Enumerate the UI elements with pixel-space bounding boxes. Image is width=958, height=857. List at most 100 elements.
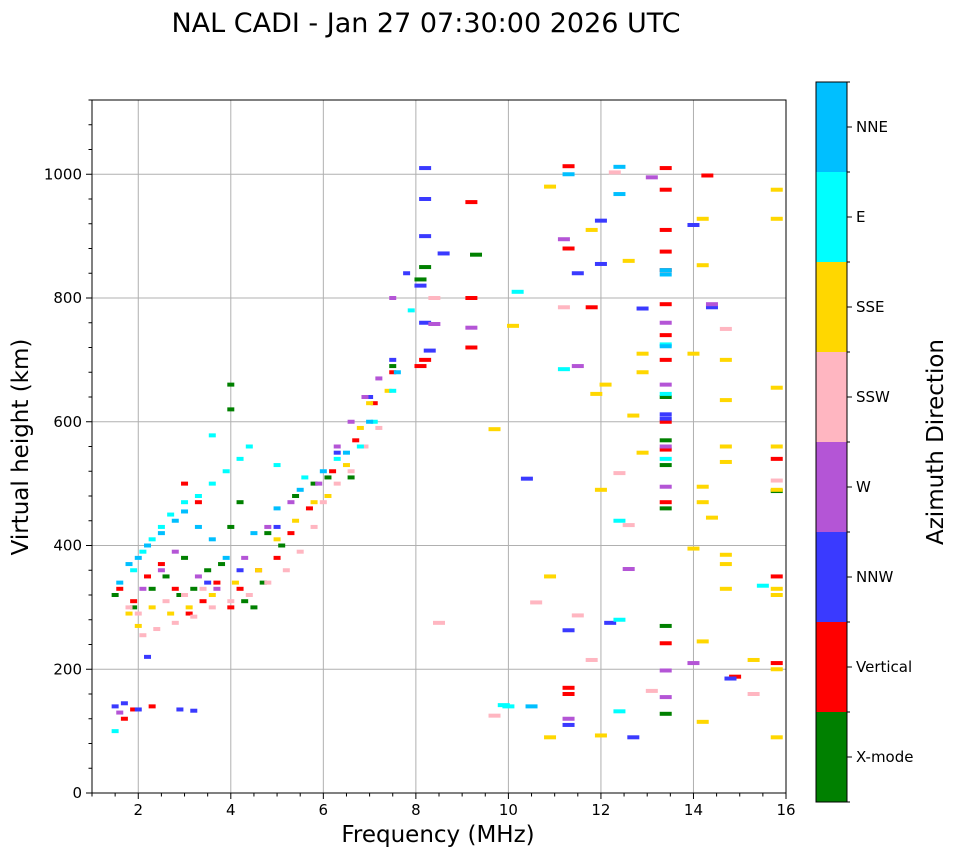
- data-point: [116, 710, 124, 715]
- data-point: [333, 456, 341, 461]
- data-point: [389, 357, 397, 362]
- data-point: [329, 469, 337, 474]
- data-point: [659, 272, 672, 277]
- data-point: [181, 555, 189, 560]
- data-point: [488, 713, 501, 718]
- data-point: [347, 469, 355, 474]
- data-point: [134, 623, 142, 628]
- data-point: [645, 688, 658, 693]
- data-point: [264, 524, 272, 529]
- data-point: [342, 450, 350, 455]
- data-point: [687, 351, 700, 356]
- data-point: [770, 444, 783, 449]
- data-point: [167, 611, 175, 616]
- data-point: [222, 555, 230, 560]
- data-point: [208, 605, 216, 610]
- data-point: [622, 523, 635, 528]
- data-point: [273, 506, 281, 511]
- x-tick-label: 2: [133, 801, 143, 819]
- data-point: [287, 531, 295, 536]
- data-point: [333, 444, 341, 449]
- data-point: [520, 476, 533, 481]
- data-point: [622, 258, 635, 263]
- data-point: [370, 419, 378, 424]
- data-point: [236, 586, 244, 591]
- data-point: [375, 425, 383, 430]
- data-point: [659, 506, 672, 511]
- colorbar-segment: [816, 352, 847, 442]
- colorbar-label: Azimuth Direction: [923, 339, 949, 545]
- data-point: [134, 611, 142, 616]
- data-point: [585, 305, 598, 310]
- y-tick-label: 400: [53, 537, 82, 555]
- data-point: [696, 484, 709, 489]
- data-point: [310, 481, 318, 486]
- data-point: [292, 518, 300, 523]
- data-point: [134, 707, 142, 712]
- data-point: [305, 506, 313, 511]
- data-point: [199, 586, 207, 591]
- data-point: [437, 251, 450, 256]
- data-point: [222, 469, 230, 474]
- data-point: [719, 357, 732, 362]
- y-tick-label: 200: [53, 660, 82, 678]
- data-point: [162, 574, 170, 579]
- data-point: [770, 735, 783, 740]
- data-point: [585, 227, 598, 232]
- data-point: [273, 537, 281, 542]
- data-point: [111, 593, 119, 597]
- data-point: [208, 481, 216, 486]
- data-point: [181, 509, 189, 514]
- data-point: [171, 518, 179, 523]
- data-point: [724, 676, 737, 681]
- data-point: [227, 524, 235, 529]
- data-point: [111, 704, 119, 709]
- data-point: [604, 620, 617, 625]
- data-point: [557, 367, 570, 372]
- colorbar-tick-label: NNE: [856, 118, 888, 136]
- data-point: [153, 627, 161, 632]
- data-point: [470, 252, 483, 257]
- data-point: [544, 184, 557, 189]
- data-point: [116, 586, 124, 591]
- data-point: [419, 166, 432, 171]
- data-point: [324, 475, 332, 480]
- data-point: [705, 515, 718, 520]
- plot-background: [92, 100, 786, 793]
- series-ssw: [125, 170, 783, 718]
- data-point: [594, 218, 607, 223]
- data-point: [273, 555, 281, 560]
- x-tick-label: 10: [499, 801, 518, 819]
- data-point: [530, 600, 543, 605]
- data-point: [148, 605, 156, 610]
- series-e: [111, 289, 769, 734]
- data-point: [465, 200, 478, 205]
- data-point: [190, 614, 198, 619]
- series-w: [116, 175, 718, 721]
- data-point: [208, 593, 216, 597]
- colorbar-tick-label: Vertical: [856, 658, 912, 676]
- data-point: [770, 478, 783, 483]
- data-point: [194, 494, 202, 498]
- data-point: [507, 323, 520, 328]
- data-point: [190, 708, 198, 713]
- data-point: [557, 237, 570, 242]
- data-point: [659, 447, 672, 452]
- data-point: [594, 487, 607, 492]
- data-point: [176, 707, 184, 712]
- data-point: [259, 580, 267, 585]
- y-axis: 0 200 400 600 800 1000: [44, 99, 92, 802]
- data-point: [770, 487, 783, 492]
- y-tick-label: 800: [53, 289, 82, 307]
- data-point: [273, 463, 281, 468]
- data-point: [562, 246, 575, 251]
- data-point: [659, 382, 672, 387]
- data-point: [585, 657, 598, 662]
- data-point: [659, 456, 672, 461]
- data-point: [130, 605, 138, 610]
- data-point: [310, 500, 318, 505]
- data-point: [659, 416, 672, 421]
- data-point: [157, 524, 165, 529]
- data-point: [130, 599, 138, 604]
